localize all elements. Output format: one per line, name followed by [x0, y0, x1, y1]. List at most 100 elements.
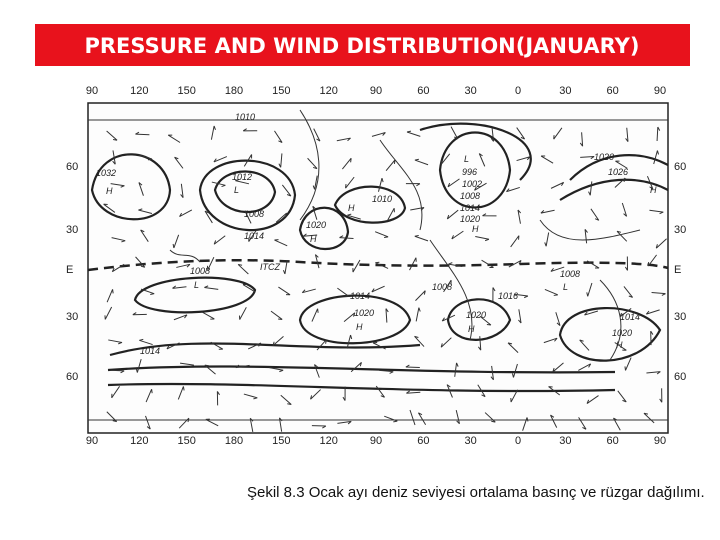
wind-arrow — [201, 311, 215, 320]
wind-arrow — [479, 315, 492, 326]
wind-arrow — [204, 285, 219, 290]
wind-arrow — [613, 417, 621, 431]
wind-arrow — [176, 263, 191, 268]
wind-arrow — [544, 232, 550, 247]
isobar — [298, 294, 412, 345]
wind-arrow — [550, 181, 565, 189]
wind-arrow — [454, 362, 459, 377]
wind-arrow — [274, 239, 288, 247]
wind-arrow — [179, 362, 195, 368]
wind-arrow — [339, 235, 354, 239]
wind-arrow — [282, 260, 288, 275]
title: PRESSURE AND WIND DISTRIBUTION(JANUARY) — [85, 34, 640, 58]
pressure-label: 1008 — [432, 282, 452, 292]
wind-arrow — [552, 362, 564, 373]
wind-arrow — [135, 358, 142, 373]
longitude-label: 60 — [417, 435, 429, 447]
pressure-label: H — [650, 185, 657, 195]
wind-arrow — [269, 367, 284, 373]
pressure-label: L — [234, 185, 239, 195]
wind-arrow — [337, 287, 350, 297]
longitude-label: 120 — [319, 85, 337, 97]
wind-arrow — [415, 307, 421, 322]
wind-arrow — [345, 176, 355, 189]
wind-arrow — [138, 154, 153, 161]
pressure-label: H — [472, 224, 479, 234]
wind-arrow — [180, 183, 184, 198]
wind-arrows — [103, 125, 667, 433]
isobar — [446, 298, 512, 341]
wind-arrow — [179, 209, 193, 218]
wind-arrow — [579, 339, 590, 351]
longitude-label: 30 — [465, 85, 477, 97]
pressure-label: 1020 — [612, 328, 632, 338]
wind-arrow — [274, 130, 283, 144]
wind-arrow — [377, 178, 384, 192]
wind-arrow — [106, 411, 118, 423]
wind-arrow — [139, 338, 153, 346]
wind-arrow — [510, 389, 519, 403]
wind-arrow — [270, 310, 283, 320]
wind-arrow — [624, 256, 629, 271]
wind-arrow — [614, 177, 626, 188]
wind-arrow — [312, 205, 318, 220]
pressure-label: 1014 — [244, 231, 264, 241]
isobar — [558, 307, 662, 362]
wind-arrow — [346, 334, 353, 349]
longitude-label: 120 — [130, 85, 148, 97]
wind-arrow — [484, 412, 496, 423]
wind-arrow — [311, 308, 319, 322]
wind-arrow — [302, 233, 318, 237]
wind-arrow — [440, 153, 451, 166]
wind-arrow — [111, 386, 120, 399]
wind-arrow — [553, 127, 563, 140]
latitude-label: 60 — [674, 161, 686, 173]
wind-arrow — [446, 384, 453, 398]
wind-arrow — [511, 363, 518, 378]
wind-arrow — [578, 417, 587, 430]
westerlies — [107, 342, 616, 393]
wind-arrow — [548, 386, 561, 396]
latitude-label: 60 — [66, 161, 78, 173]
wind-arrow — [481, 259, 494, 268]
longitude-label: 60 — [607, 435, 619, 447]
pressure-label: 1020 — [594, 152, 614, 162]
wind-arrow — [239, 307, 247, 320]
wind-arrow — [617, 390, 627, 403]
wind-arrow — [448, 262, 463, 267]
wind-arrow — [211, 181, 226, 188]
pressure-label: 1014 — [140, 346, 160, 356]
isobar — [90, 153, 172, 221]
pressure-label: 1010 — [235, 112, 255, 122]
latitude-label: 30 — [66, 311, 78, 323]
wind-arrow — [623, 286, 634, 298]
wind-arrow — [342, 386, 346, 401]
wind-arrow — [166, 342, 180, 350]
wind-arrow — [414, 158, 429, 166]
wind-arrow — [371, 132, 386, 137]
wind-arrow — [406, 130, 421, 137]
longitude-label: 0 — [515, 85, 521, 97]
wind-arrow — [216, 391, 220, 406]
pressure-label: H — [106, 186, 113, 196]
wind-arrow — [507, 342, 519, 354]
pressure-label: 1014 — [620, 312, 640, 322]
wind-arrow — [342, 157, 352, 170]
wind-arrow — [313, 128, 321, 142]
wind-arrow — [584, 310, 599, 316]
wind-arrow — [104, 306, 113, 320]
wind-arrow — [440, 337, 452, 348]
isobar — [213, 170, 277, 214]
wind-arrow — [492, 287, 496, 302]
longitude-label: 90 — [86, 85, 98, 97]
wind-arrow — [441, 314, 456, 322]
latitude-label: E — [674, 264, 681, 276]
wind-arrow — [311, 425, 327, 429]
longitude-label: 150 — [272, 435, 290, 447]
wind-arrow — [343, 312, 356, 323]
wind-arrow — [145, 415, 151, 430]
wind-arrow — [278, 417, 283, 432]
pressure-label: 1020 — [460, 214, 480, 224]
pressure-label: 1008 — [244, 209, 264, 219]
wind-arrow — [653, 150, 660, 165]
